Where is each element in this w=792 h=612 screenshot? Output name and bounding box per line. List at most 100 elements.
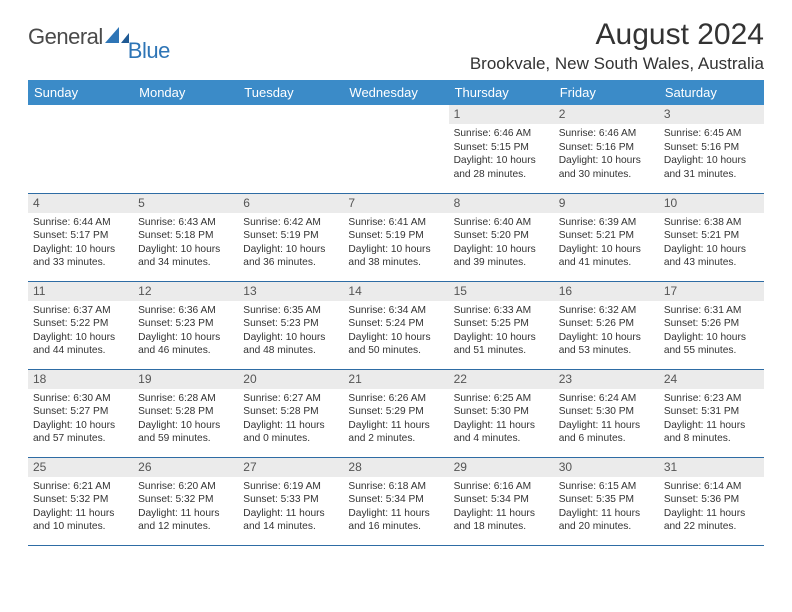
day-details: Sunrise: 6:27 AMSunset: 5:28 PMDaylight:… [238, 389, 343, 450]
day-number: 26 [133, 458, 238, 477]
calendar-day-cell: 2Sunrise: 6:46 AMSunset: 5:16 PMDaylight… [554, 105, 659, 193]
day-number: 23 [554, 370, 659, 389]
day-number: 2 [554, 105, 659, 124]
day-details: Sunrise: 6:33 AMSunset: 5:25 PMDaylight:… [449, 301, 554, 362]
calendar-day-cell: 1Sunrise: 6:46 AMSunset: 5:15 PMDaylight… [449, 105, 554, 193]
calendar-day-cell: 13Sunrise: 6:35 AMSunset: 5:23 PMDayligh… [238, 281, 343, 369]
day-details: Sunrise: 6:40 AMSunset: 5:20 PMDaylight:… [449, 213, 554, 274]
day-number: 9 [554, 194, 659, 213]
day-details: Sunrise: 6:18 AMSunset: 5:34 PMDaylight:… [343, 477, 448, 538]
month-title: August 2024 [470, 18, 764, 52]
calendar-day-cell: 16Sunrise: 6:32 AMSunset: 5:26 PMDayligh… [554, 281, 659, 369]
calendar-day-cell [133, 105, 238, 193]
calendar-day-cell: 11Sunrise: 6:37 AMSunset: 5:22 PMDayligh… [28, 281, 133, 369]
calendar-day-cell: 17Sunrise: 6:31 AMSunset: 5:26 PMDayligh… [659, 281, 764, 369]
logo-sail-icon [104, 26, 130, 44]
day-number: 18 [28, 370, 133, 389]
weekday-header: Sunday [28, 80, 133, 105]
calendar-page: General Blue August 2024 Brookvale, New … [0, 0, 792, 546]
day-details: Sunrise: 6:20 AMSunset: 5:32 PMDaylight:… [133, 477, 238, 538]
calendar-day-cell: 28Sunrise: 6:18 AMSunset: 5:34 PMDayligh… [343, 457, 448, 545]
day-details: Sunrise: 6:25 AMSunset: 5:30 PMDaylight:… [449, 389, 554, 450]
calendar-day-cell: 23Sunrise: 6:24 AMSunset: 5:30 PMDayligh… [554, 369, 659, 457]
title-block: August 2024 Brookvale, New South Wales, … [470, 18, 764, 74]
calendar-week-row: 11Sunrise: 6:37 AMSunset: 5:22 PMDayligh… [28, 281, 764, 369]
day-number: 30 [554, 458, 659, 477]
calendar-week-row: 1Sunrise: 6:46 AMSunset: 5:15 PMDaylight… [28, 105, 764, 193]
calendar-day-cell: 7Sunrise: 6:41 AMSunset: 5:19 PMDaylight… [343, 193, 448, 281]
weekday-header: Thursday [449, 80, 554, 105]
calendar-day-cell: 12Sunrise: 6:36 AMSunset: 5:23 PMDayligh… [133, 281, 238, 369]
calendar-day-cell [343, 105, 448, 193]
day-details: Sunrise: 6:35 AMSunset: 5:23 PMDaylight:… [238, 301, 343, 362]
day-details: Sunrise: 6:42 AMSunset: 5:19 PMDaylight:… [238, 213, 343, 274]
day-details: Sunrise: 6:24 AMSunset: 5:30 PMDaylight:… [554, 389, 659, 450]
day-details: Sunrise: 6:34 AMSunset: 5:24 PMDaylight:… [343, 301, 448, 362]
weekday-header: Tuesday [238, 80, 343, 105]
calendar-day-cell: 30Sunrise: 6:15 AMSunset: 5:35 PMDayligh… [554, 457, 659, 545]
day-details: Sunrise: 6:36 AMSunset: 5:23 PMDaylight:… [133, 301, 238, 362]
calendar-day-cell [28, 105, 133, 193]
calendar-body: 1Sunrise: 6:46 AMSunset: 5:15 PMDaylight… [28, 105, 764, 545]
calendar-day-cell: 22Sunrise: 6:25 AMSunset: 5:30 PMDayligh… [449, 369, 554, 457]
day-details: Sunrise: 6:23 AMSunset: 5:31 PMDaylight:… [659, 389, 764, 450]
day-number: 20 [238, 370, 343, 389]
day-details: Sunrise: 6:32 AMSunset: 5:26 PMDaylight:… [554, 301, 659, 362]
calendar-day-cell: 15Sunrise: 6:33 AMSunset: 5:25 PMDayligh… [449, 281, 554, 369]
logo: General Blue [28, 24, 172, 50]
weekday-header: Monday [133, 80, 238, 105]
calendar-day-cell: 26Sunrise: 6:20 AMSunset: 5:32 PMDayligh… [133, 457, 238, 545]
logo-word-blue: Blue [128, 38, 170, 64]
day-details: Sunrise: 6:19 AMSunset: 5:33 PMDaylight:… [238, 477, 343, 538]
day-number: 21 [343, 370, 448, 389]
day-details: Sunrise: 6:46 AMSunset: 5:16 PMDaylight:… [554, 124, 659, 185]
day-details: Sunrise: 6:45 AMSunset: 5:16 PMDaylight:… [659, 124, 764, 185]
calendar-week-row: 25Sunrise: 6:21 AMSunset: 5:32 PMDayligh… [28, 457, 764, 545]
calendar-day-cell: 10Sunrise: 6:38 AMSunset: 5:21 PMDayligh… [659, 193, 764, 281]
calendar-day-cell: 20Sunrise: 6:27 AMSunset: 5:28 PMDayligh… [238, 369, 343, 457]
calendar-day-cell [238, 105, 343, 193]
day-number: 22 [449, 370, 554, 389]
calendar-day-cell: 4Sunrise: 6:44 AMSunset: 5:17 PMDaylight… [28, 193, 133, 281]
calendar-day-cell: 6Sunrise: 6:42 AMSunset: 5:19 PMDaylight… [238, 193, 343, 281]
location-subtitle: Brookvale, New South Wales, Australia [470, 54, 764, 74]
calendar-day-cell: 14Sunrise: 6:34 AMSunset: 5:24 PMDayligh… [343, 281, 448, 369]
day-details: Sunrise: 6:43 AMSunset: 5:18 PMDaylight:… [133, 213, 238, 274]
day-number: 17 [659, 282, 764, 301]
day-details: Sunrise: 6:44 AMSunset: 5:17 PMDaylight:… [28, 213, 133, 274]
day-number: 12 [133, 282, 238, 301]
day-details: Sunrise: 6:30 AMSunset: 5:27 PMDaylight:… [28, 389, 133, 450]
day-details: Sunrise: 6:37 AMSunset: 5:22 PMDaylight:… [28, 301, 133, 362]
calendar-head: SundayMondayTuesdayWednesdayThursdayFrid… [28, 80, 764, 105]
calendar-day-cell: 29Sunrise: 6:16 AMSunset: 5:34 PMDayligh… [449, 457, 554, 545]
day-number: 31 [659, 458, 764, 477]
calendar-day-cell: 8Sunrise: 6:40 AMSunset: 5:20 PMDaylight… [449, 193, 554, 281]
weekday-header: Wednesday [343, 80, 448, 105]
weekday-header: Friday [554, 80, 659, 105]
page-header: General Blue August 2024 Brookvale, New … [28, 18, 764, 74]
calendar-day-cell: 9Sunrise: 6:39 AMSunset: 5:21 PMDaylight… [554, 193, 659, 281]
day-details: Sunrise: 6:38 AMSunset: 5:21 PMDaylight:… [659, 213, 764, 274]
day-number: 7 [343, 194, 448, 213]
weekday-header: Saturday [659, 80, 764, 105]
calendar-day-cell: 19Sunrise: 6:28 AMSunset: 5:28 PMDayligh… [133, 369, 238, 457]
day-details: Sunrise: 6:31 AMSunset: 5:26 PMDaylight:… [659, 301, 764, 362]
logo-word-general: General [28, 24, 103, 50]
calendar-day-cell: 31Sunrise: 6:14 AMSunset: 5:36 PMDayligh… [659, 457, 764, 545]
day-number: 5 [133, 194, 238, 213]
calendar-day-cell: 3Sunrise: 6:45 AMSunset: 5:16 PMDaylight… [659, 105, 764, 193]
day-number: 16 [554, 282, 659, 301]
day-details: Sunrise: 6:41 AMSunset: 5:19 PMDaylight:… [343, 213, 448, 274]
day-number: 3 [659, 105, 764, 124]
calendar-day-cell: 21Sunrise: 6:26 AMSunset: 5:29 PMDayligh… [343, 369, 448, 457]
calendar-week-row: 18Sunrise: 6:30 AMSunset: 5:27 PMDayligh… [28, 369, 764, 457]
day-number: 19 [133, 370, 238, 389]
day-details: Sunrise: 6:21 AMSunset: 5:32 PMDaylight:… [28, 477, 133, 538]
day-details: Sunrise: 6:39 AMSunset: 5:21 PMDaylight:… [554, 213, 659, 274]
day-details: Sunrise: 6:16 AMSunset: 5:34 PMDaylight:… [449, 477, 554, 538]
day-number: 6 [238, 194, 343, 213]
calendar-week-row: 4Sunrise: 6:44 AMSunset: 5:17 PMDaylight… [28, 193, 764, 281]
day-number: 14 [343, 282, 448, 301]
calendar-day-cell: 25Sunrise: 6:21 AMSunset: 5:32 PMDayligh… [28, 457, 133, 545]
calendar-day-cell: 5Sunrise: 6:43 AMSunset: 5:18 PMDaylight… [133, 193, 238, 281]
